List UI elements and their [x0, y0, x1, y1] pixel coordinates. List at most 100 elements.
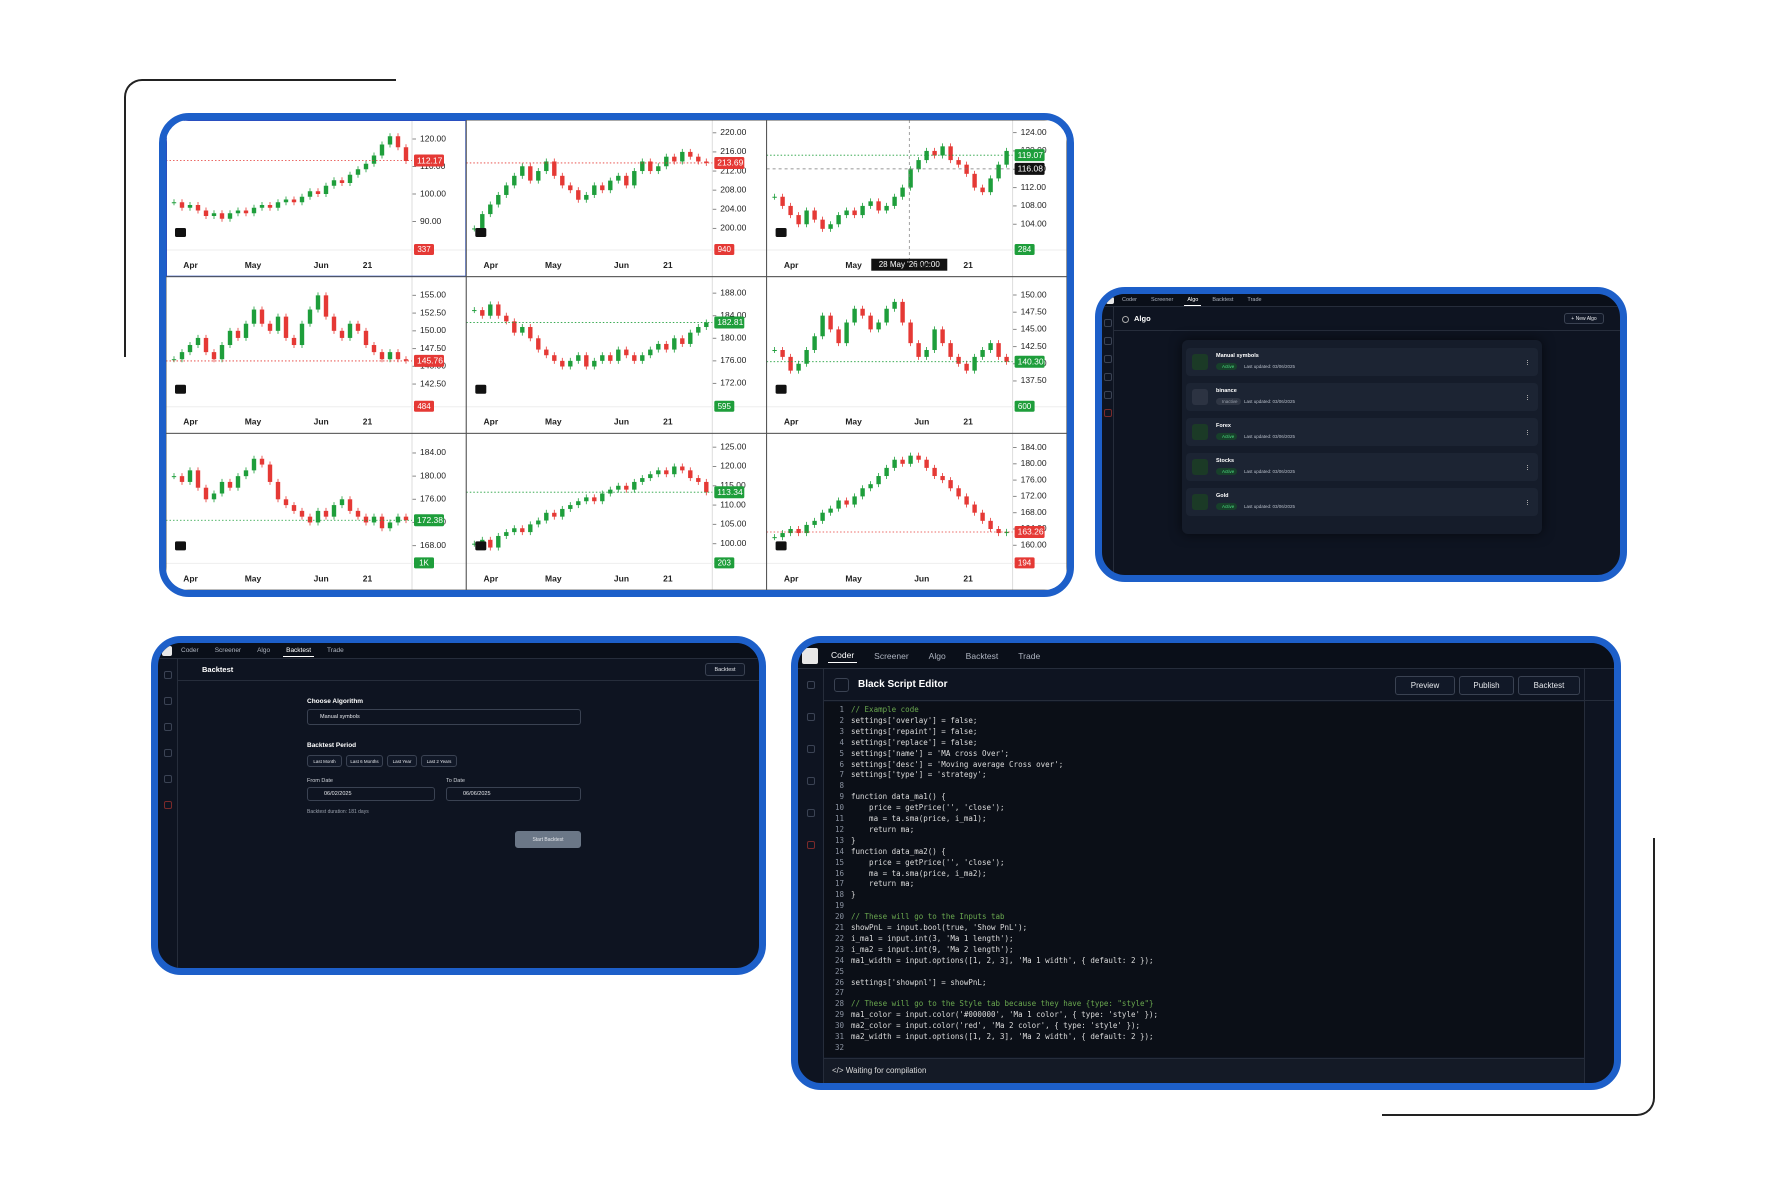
start-backtest-button[interactable]: Start Backtest: [515, 831, 581, 848]
mini-chart: 104.00108.00112.00116.00120.00124.00119.…: [766, 120, 1067, 278]
price-label-bg: [714, 316, 745, 329]
tab-bar: Coder Screener Algo Backtest Trade: [1102, 294, 1620, 307]
nav-tab[interactable]: Algo: [928, 650, 946, 661]
x-tick-label: Apr: [183, 260, 198, 270]
backtest-button[interactable]: Backtest: [705, 663, 745, 676]
candle: [227, 330, 233, 346]
item-menu[interactable]: [1526, 430, 1529, 435]
algo-name: binance: [1216, 388, 1237, 394]
volume-label-bg: [714, 244, 735, 255]
play-pause-button[interactable]: [1192, 494, 1208, 510]
nav-tab[interactable]: Backtest: [965, 650, 999, 661]
icon-sidebar: [1102, 307, 1114, 575]
algo-icon: [1122, 316, 1129, 323]
chart-logo: [475, 541, 487, 551]
editor-button[interactable]: Preview: [1395, 676, 1455, 695]
chart-logo: [175, 541, 186, 551]
candle: [908, 455, 913, 464]
period-button[interactable]: Last Month: [307, 755, 342, 767]
nav-tab[interactable]: Trade: [1018, 650, 1041, 661]
algorithm-select[interactable]: Manual symbols: [307, 709, 581, 725]
crosshair-label-bg: [1014, 162, 1045, 175]
item-menu[interactable]: [1526, 465, 1529, 470]
corner-line: [1382, 838, 1655, 1116]
candle: [331, 316, 337, 331]
period-button[interactable]: Last 6 Months: [346, 755, 383, 767]
candle: [179, 352, 185, 360]
algo-item[interactable]: Forex Active Last updated: 03/06/2025: [1186, 418, 1538, 446]
candle: [171, 359, 177, 361]
y-tick-label: 145.00: [1021, 324, 1047, 334]
item-menu[interactable]: [1526, 360, 1529, 365]
code-line: function data_ma2() {: [851, 846, 946, 856]
algo-updated: Last updated: 03/06/2025: [1244, 504, 1296, 509]
candle: [347, 499, 353, 511]
candle: [608, 489, 613, 494]
nav-tab[interactable]: Trade: [327, 647, 344, 654]
nav-tab[interactable]: Screener: [1150, 297, 1174, 303]
candle: [916, 160, 921, 170]
play-pause-button[interactable]: [1192, 459, 1208, 475]
item-menu[interactable]: [1526, 500, 1529, 505]
candle: [480, 214, 485, 229]
code-line: price = getPrice('', 'close');: [851, 857, 1005, 867]
new-algo-button[interactable]: + New Algo: [1564, 313, 1604, 324]
play-pause-button[interactable]: [1192, 424, 1208, 440]
code-line: ma1_width = input.options([1, 2, 3], 'Ma…: [851, 955, 1154, 965]
candle: [924, 459, 929, 468]
mini-chart: 160.00164.00168.00172.00176.00180.00184.…: [766, 432, 1067, 590]
candle: [339, 180, 345, 183]
candle: [972, 356, 977, 371]
x-tick-label: May: [245, 417, 262, 427]
candle: [948, 480, 953, 489]
nav-tab[interactable]: Backtest: [283, 645, 315, 657]
period-button[interactable]: Last Year: [387, 755, 417, 767]
editor-button[interactable]: Publish: [1459, 676, 1514, 695]
play-pause-button[interactable]: [1192, 389, 1208, 405]
algo-item[interactable]: Manual symbols Active Last updated: 03/06/…: [1186, 348, 1538, 376]
candle: [528, 166, 533, 181]
item-menu[interactable]: [1526, 395, 1529, 400]
period-button[interactable]: Last 2 Years: [421, 755, 457, 767]
nav-tab[interactable]: Trade: [1247, 297, 1262, 303]
candle: [988, 343, 993, 351]
y-tick-label: 176.00: [420, 494, 446, 504]
candle: [956, 488, 961, 497]
nav-tab[interactable]: Algo: [1184, 295, 1202, 306]
line-number: 27: [834, 988, 844, 998]
price-label: 163.26: [1018, 527, 1044, 537]
mini-chart: 90.00100.00110.00120.00112.17337AprMayJu…: [166, 120, 468, 278]
nav-tab[interactable]: Screener: [214, 647, 242, 654]
editor-button[interactable]: Backtest: [1518, 676, 1580, 695]
line-number: 24: [834, 955, 844, 965]
algo-item[interactable]: Gold Active Last updated: 03/06/2025: [1186, 488, 1538, 516]
code-line: ma = ta.sma(price, i_ma1);: [851, 814, 987, 823]
algo-item[interactable]: Stocks Active Last updated: 03/06/2025: [1186, 453, 1538, 481]
app-logo: [802, 648, 818, 664]
nav-tab[interactable]: Coder: [1122, 297, 1137, 303]
volume-label: 284: [1018, 245, 1032, 254]
nav-tab[interactable]: Coder: [181, 647, 199, 654]
candle: [371, 516, 377, 523]
candle: [323, 185, 329, 194]
candle: [608, 180, 613, 191]
candle: [235, 330, 241, 338]
right-sidebar: [1584, 669, 1614, 1083]
from-date-input[interactable]: 06/02/2025: [307, 787, 435, 801]
candle: [852, 308, 857, 323]
candle: [568, 360, 573, 367]
candle: [704, 322, 709, 328]
nav-tab[interactable]: Backtest: [1212, 297, 1234, 303]
candle: [640, 478, 645, 482]
to-date-input[interactable]: 06/06/2025: [446, 787, 581, 801]
nav-tab[interactable]: Coder: [828, 648, 858, 663]
candle: [171, 202, 177, 204]
nav-tab[interactable]: Screener: [874, 650, 909, 661]
algo-item[interactable]: binance Inactive Last updated: 03/06/2025: [1186, 383, 1538, 411]
nav-tab[interactable]: Algo: [257, 647, 271, 654]
y-tick-label: 110.00: [720, 499, 746, 509]
candle: [275, 481, 281, 500]
x-tick-label: 21: [663, 573, 673, 583]
candle: [664, 156, 669, 167]
play-pause-button[interactable]: [1192, 354, 1208, 370]
